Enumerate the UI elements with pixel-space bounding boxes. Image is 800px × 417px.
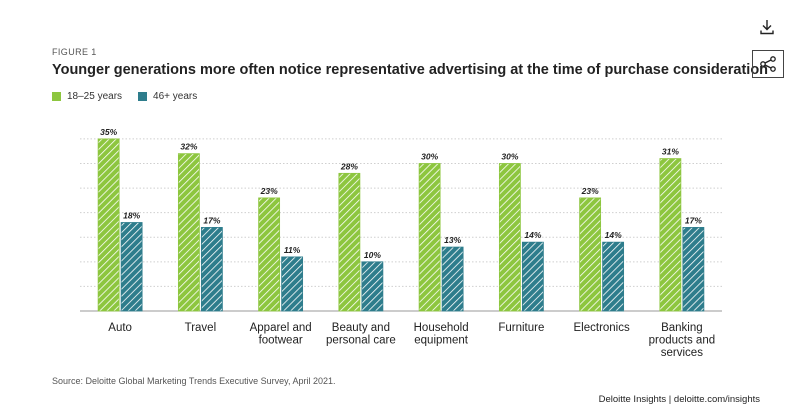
legend-swatch-series-1: [52, 92, 61, 101]
download-button[interactable]: [752, 14, 782, 40]
data-label: 31%: [662, 147, 679, 157]
category-label: Banking: [661, 322, 703, 334]
bar-series-1: [579, 197, 602, 312]
bar-series-2: [281, 256, 304, 312]
data-label: 32%: [180, 142, 197, 152]
bar-series-1: [258, 197, 281, 312]
bar-series-1: [498, 163, 521, 312]
category-label: products and: [649, 335, 716, 347]
data-label: 10%: [364, 250, 381, 260]
legend-item-series-1: 18–25 years: [52, 91, 122, 102]
data-label: 17%: [203, 215, 220, 225]
legend-label-series-2: 46+ years: [153, 91, 198, 102]
category-label: Electronics: [574, 322, 630, 334]
category-label: Travel: [185, 322, 217, 334]
legend-label-series-1: 18–25 years: [67, 91, 123, 102]
category-label: Household: [414, 322, 469, 334]
figure-label: FIGURE 1: [52, 47, 97, 57]
category-label: Furniture: [498, 322, 544, 334]
data-label: 28%: [340, 161, 358, 171]
bar-series-1: [338, 172, 361, 312]
data-label: 14%: [524, 230, 541, 240]
bar-series-2: [602, 241, 625, 312]
data-label: 13%: [444, 235, 461, 245]
data-label: 14%: [605, 230, 622, 240]
bar-series-2: [361, 261, 384, 312]
category-label: footwear: [259, 335, 303, 347]
category-label: Auto: [108, 322, 132, 334]
legend-swatch-series-2: [138, 92, 148, 101]
category-label: Beauty and: [332, 322, 390, 334]
legend: 18–25 years 46+ years: [52, 91, 197, 102]
bar-series-2: [200, 227, 223, 312]
share-button[interactable]: [752, 50, 784, 78]
data-label: 30%: [421, 152, 438, 162]
source-note: Source: Deloitte Global Marketing Trends…: [52, 376, 336, 386]
bar-series-1: [177, 153, 200, 312]
bar-series-1: [659, 158, 682, 312]
legend-item-series-2: 46+ years: [138, 91, 197, 102]
category-label: Apparel and: [250, 322, 312, 334]
data-label: 35%: [100, 127, 117, 137]
category-label: equipment: [414, 335, 469, 347]
bar-series-2: [441, 246, 464, 312]
bar-series-2: [521, 241, 544, 312]
data-label: 17%: [685, 215, 702, 225]
share-icon: [760, 56, 776, 72]
category-label: services: [661, 347, 703, 359]
chart-title: Younger generations more often notice re…: [52, 62, 769, 78]
brand-footer: Deloitte Insights | deloitte.com/insight…: [598, 394, 760, 405]
data-label: 18%: [123, 211, 140, 221]
bar-series-1: [418, 163, 441, 312]
data-label: 30%: [501, 152, 518, 162]
data-label: 11%: [284, 245, 301, 255]
data-label: 23%: [581, 186, 599, 196]
category-label: personal care: [326, 335, 396, 347]
bar-series-2: [682, 227, 705, 312]
download-icon: [760, 20, 774, 35]
bar-series-1: [97, 138, 120, 312]
bar-series-2: [120, 222, 143, 312]
data-label: 23%: [260, 186, 278, 196]
